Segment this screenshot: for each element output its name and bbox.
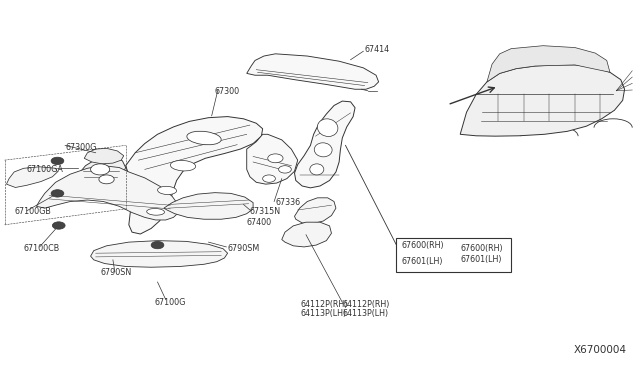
Ellipse shape xyxy=(187,131,221,145)
Polygon shape xyxy=(125,116,262,234)
Text: 67100CB: 67100CB xyxy=(24,244,60,253)
Text: 67315N: 67315N xyxy=(250,207,281,217)
Polygon shape xyxy=(246,134,298,184)
Circle shape xyxy=(91,164,109,175)
Polygon shape xyxy=(460,65,625,136)
Circle shape xyxy=(262,175,275,182)
Text: 67600(RH): 67600(RH) xyxy=(460,244,503,253)
Circle shape xyxy=(268,154,283,163)
Text: 64113P(LH): 64113P(LH) xyxy=(342,309,388,318)
Text: 6790SM: 6790SM xyxy=(228,244,260,253)
Polygon shape xyxy=(36,166,179,220)
Polygon shape xyxy=(164,193,253,219)
Polygon shape xyxy=(91,241,228,267)
Text: 67300G: 67300G xyxy=(65,143,97,152)
Text: 64112P(RH): 64112P(RH) xyxy=(342,300,390,310)
Text: 67336: 67336 xyxy=(275,198,301,207)
Circle shape xyxy=(52,222,65,229)
Polygon shape xyxy=(6,167,58,187)
Ellipse shape xyxy=(314,143,332,157)
Text: 64113P(LH): 64113P(LH) xyxy=(301,309,347,318)
Text: 67100GA: 67100GA xyxy=(27,165,64,174)
Bar xyxy=(396,238,511,272)
Text: 67400: 67400 xyxy=(246,218,272,227)
Text: 67100G: 67100G xyxy=(154,298,186,307)
Text: 67600(RH): 67600(RH) xyxy=(401,241,444,250)
Polygon shape xyxy=(75,157,125,190)
Text: 6790SN: 6790SN xyxy=(100,268,131,277)
Polygon shape xyxy=(246,54,379,89)
Circle shape xyxy=(51,190,64,197)
Ellipse shape xyxy=(147,208,164,215)
Circle shape xyxy=(51,157,64,164)
Ellipse shape xyxy=(317,119,338,137)
Circle shape xyxy=(151,241,164,249)
Ellipse shape xyxy=(170,160,196,171)
Ellipse shape xyxy=(157,186,177,195)
Text: X6700004: X6700004 xyxy=(574,345,627,355)
Circle shape xyxy=(278,166,291,173)
Polygon shape xyxy=(84,148,124,164)
Text: 67601(LH): 67601(LH) xyxy=(460,255,502,264)
Text: 67100GB: 67100GB xyxy=(14,207,51,217)
Text: 67300: 67300 xyxy=(215,87,240,96)
Polygon shape xyxy=(294,198,336,224)
Text: 67601(LH): 67601(LH) xyxy=(401,257,443,266)
Ellipse shape xyxy=(310,164,324,175)
Polygon shape xyxy=(282,222,332,247)
Circle shape xyxy=(99,175,114,184)
Text: 64112P(RH): 64112P(RH) xyxy=(301,300,348,310)
Polygon shape xyxy=(487,46,610,82)
Polygon shape xyxy=(294,101,355,188)
Text: 67414: 67414 xyxy=(365,45,390,54)
